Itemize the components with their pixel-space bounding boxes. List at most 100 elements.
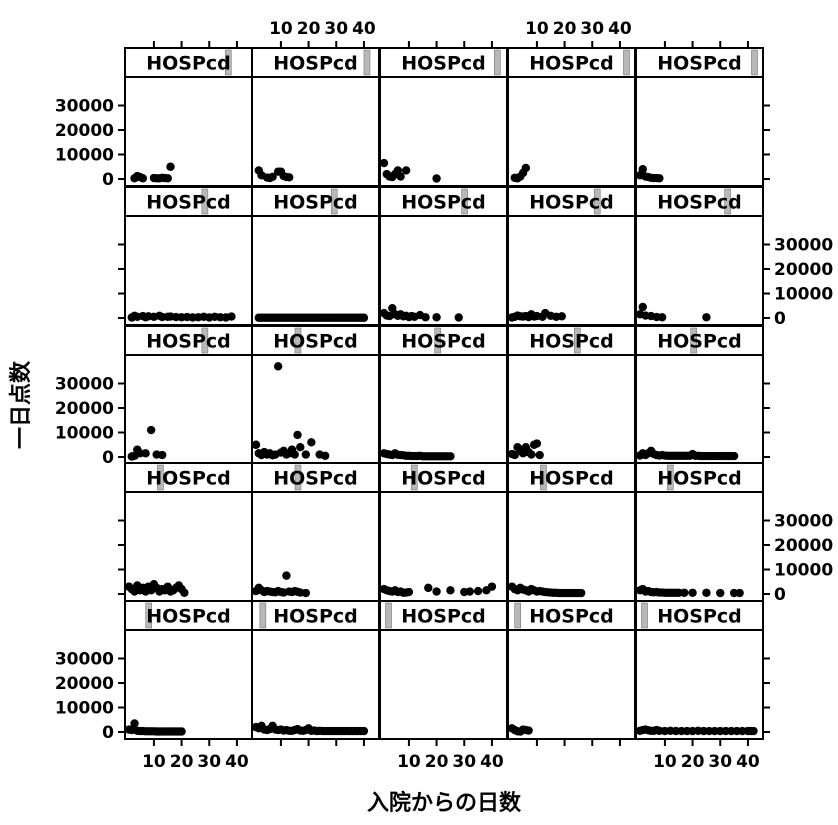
y-tick-label: 20000 bbox=[774, 536, 833, 556]
y-tick-label: 30000 bbox=[774, 512, 833, 532]
panel-r0-c0: HOSPcd bbox=[124, 47, 253, 187]
data-point bbox=[432, 174, 441, 183]
panel-plot-area bbox=[379, 491, 508, 602]
x-tick-label: 10 bbox=[397, 752, 421, 772]
data-point bbox=[535, 450, 544, 460]
strip-level-marker bbox=[751, 49, 758, 76]
panel-r4-c3: HOSPcd bbox=[507, 600, 636, 740]
data-point bbox=[146, 425, 156, 435]
panel-r4-c4: HOSPcd bbox=[635, 600, 764, 740]
data-point bbox=[432, 587, 441, 596]
panel-strip-label: HOSPcd bbox=[401, 468, 486, 490]
x-tick-label: 20 bbox=[170, 752, 194, 772]
data-point bbox=[657, 313, 667, 322]
panel-strip-label: HOSPcd bbox=[657, 468, 742, 490]
panel-strip-label: HOSPcd bbox=[401, 192, 486, 214]
y-tick-label: 0 bbox=[774, 585, 786, 605]
panel-strip bbox=[251, 600, 380, 631]
strip-level-marker bbox=[724, 188, 731, 215]
panel-plot-area bbox=[251, 491, 380, 602]
panel-strip bbox=[379, 600, 508, 631]
y-tick-label: 20000 bbox=[55, 674, 114, 694]
y-axis-title: 一日点数 bbox=[8, 360, 34, 449]
data-point bbox=[421, 313, 430, 322]
x-tick-label: 40 bbox=[352, 19, 376, 39]
strip-level-marker bbox=[294, 464, 302, 491]
x-axis-title: 入院からの日数 bbox=[367, 790, 522, 816]
panels-layer: HOSPcd HOSPcd HOSPcd HOSPcd HOSPcd HOSPcd HOSP… bbox=[124, 47, 764, 740]
panel-r4-c1: HOSPcd bbox=[251, 600, 380, 740]
data-point bbox=[446, 452, 455, 461]
data-point bbox=[251, 440, 261, 449]
plot-frame bbox=[124, 47, 764, 740]
data-point bbox=[473, 586, 483, 596]
data-point bbox=[638, 302, 647, 312]
data-point bbox=[166, 162, 175, 171]
panel-r3-c4: HOSPcd bbox=[635, 462, 764, 602]
data-point bbox=[285, 173, 294, 182]
data-point bbox=[524, 726, 533, 735]
panel-plot-area bbox=[251, 215, 380, 326]
data-point bbox=[158, 450, 167, 460]
data-point bbox=[688, 588, 697, 597]
x-tick-label: 30 bbox=[197, 752, 221, 772]
panel-r0-c2: HOSPcd bbox=[379, 47, 508, 187]
strip-level-marker bbox=[145, 602, 153, 629]
x-tick-label: 10 bbox=[269, 19, 293, 39]
panel-plot-area bbox=[251, 76, 380, 187]
panel-strip-label: HOSPcd bbox=[401, 606, 486, 628]
panel-r4-c2: HOSPcd bbox=[379, 600, 508, 740]
strip-level-marker bbox=[410, 464, 418, 491]
data-point bbox=[487, 582, 497, 591]
y-tick-label: 20000 bbox=[55, 399, 114, 419]
strip-level-marker bbox=[666, 464, 674, 491]
y-tick-label: 20000 bbox=[55, 121, 114, 141]
data-point bbox=[130, 719, 139, 728]
strip-level-marker bbox=[574, 327, 581, 354]
panel-strip-label: HOSPcd bbox=[401, 331, 486, 353]
data-point bbox=[465, 587, 474, 596]
panel-r2-c4: HOSPcd bbox=[635, 325, 764, 465]
data-point bbox=[227, 312, 236, 321]
panel-r1-c4: HOSPcd bbox=[635, 186, 764, 326]
panel-strip-label: HOSPcd bbox=[273, 468, 358, 490]
panel-plot-area bbox=[507, 215, 636, 326]
panel-strip-label: HOSPcd bbox=[146, 606, 231, 628]
data-point bbox=[716, 588, 725, 598]
panel-strip bbox=[251, 462, 380, 493]
x-tick-label: 30 bbox=[580, 19, 604, 39]
panel-strip bbox=[635, 186, 764, 217]
data-point bbox=[432, 313, 441, 322]
panel-r2-c2: HOSPcd bbox=[379, 325, 508, 465]
panel-plot-area bbox=[251, 629, 380, 740]
x-tick-label: 30 bbox=[708, 752, 732, 772]
panel-plot-area bbox=[379, 629, 508, 740]
panel-strip-label: HOSPcd bbox=[146, 53, 231, 75]
y-tick-label: 10000 bbox=[55, 699, 114, 719]
data-point bbox=[282, 571, 291, 580]
strip-level-marker bbox=[690, 327, 697, 354]
x-tick-label: 10 bbox=[525, 19, 549, 39]
data-point bbox=[177, 727, 186, 736]
panel-strip-label: HOSPcd bbox=[657, 331, 742, 353]
y-tick-label: 30000 bbox=[774, 236, 833, 256]
panel-r1-c3: HOSPcd bbox=[507, 186, 636, 326]
panel-strip-label: HOSPcd bbox=[529, 606, 614, 628]
y-tick-label: 0 bbox=[102, 723, 114, 743]
data-point bbox=[729, 451, 739, 461]
panel-strip-label: HOSPcd bbox=[273, 331, 358, 353]
x-tick-label: 20 bbox=[553, 19, 577, 39]
y-tick-label: 0 bbox=[102, 170, 114, 190]
panel-plot-area bbox=[124, 215, 253, 326]
x-tick-label: 30 bbox=[452, 752, 476, 772]
data-point bbox=[290, 450, 299, 459]
x-tick-label: 40 bbox=[736, 752, 760, 772]
data-point bbox=[138, 174, 148, 183]
strip-level-marker bbox=[330, 188, 338, 215]
strip-level-marker bbox=[294, 327, 302, 354]
strip-level-marker bbox=[201, 327, 209, 354]
panel-strip-label: HOSPcd bbox=[657, 53, 742, 75]
x-tick-label: 40 bbox=[480, 752, 504, 772]
panel-strip-label: HOSPcd bbox=[401, 53, 486, 75]
